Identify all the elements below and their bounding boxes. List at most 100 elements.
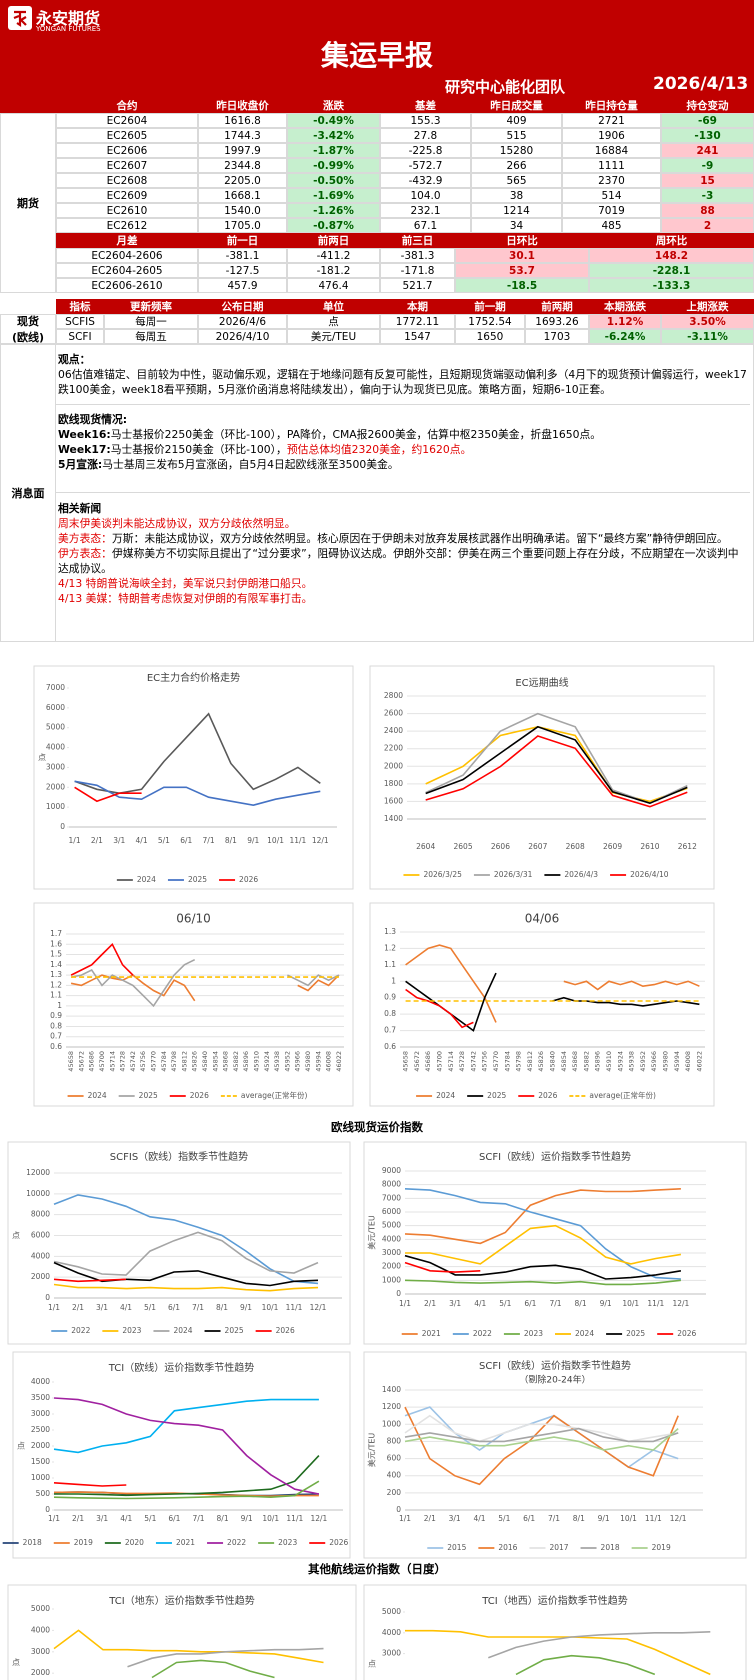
news-item: 4/13 美媒：特朗普考虑恢复对伊朗的有限军事打击。 (58, 591, 748, 606)
y-tick-label: 1000 (382, 1275, 401, 1284)
legend-item: 2025 (204, 1326, 244, 1335)
cell: -6.24% (589, 329, 661, 344)
y-tick-label: 2000 (384, 761, 403, 770)
header-cell: 前一日 (198, 233, 287, 248)
chart-frame (369, 902, 715, 1107)
y-tick-label: 400 (387, 1471, 402, 1480)
cell: 457.9 (198, 278, 287, 293)
legend-item: 2024 (116, 875, 156, 884)
cell: 514 (562, 188, 661, 203)
section-title: 其他航线运价指数（日度） (308, 1562, 446, 1576)
y-tick-label: 3000 (382, 1649, 401, 1658)
x-tick-label: 45826 (191, 1051, 199, 1072)
x-tick-label: 3/1 (449, 1299, 461, 1308)
series-line (53, 1398, 319, 1454)
y-tick-label: 1.4 (50, 960, 62, 969)
legend-label: 2024 (88, 1091, 107, 1100)
cell: 1906 (562, 128, 661, 143)
series-line (425, 725, 688, 805)
cell: 232.1 (380, 203, 471, 218)
x-tick-label: 9/1 (598, 1514, 610, 1523)
cell: -225.8 (380, 143, 471, 158)
series-line (404, 1188, 681, 1280)
y-tick-label: 12000 (26, 1168, 50, 1177)
y-axis-label: 美元/TEU (367, 1215, 377, 1250)
chart-frame (12, 1351, 351, 1559)
cell: 27.8 (380, 128, 471, 143)
cell: -228.1 (589, 263, 754, 278)
legend-label: 2018 (23, 1538, 42, 1547)
x-tick-label: 2607 (528, 842, 547, 851)
x-tick-label: 4/1 (473, 1514, 485, 1523)
cell: 155.3 (380, 113, 471, 128)
cell: -572.7 (380, 158, 471, 173)
cell: -381.3 (380, 248, 455, 263)
y-tick-label: 0.7 (384, 1026, 396, 1035)
x-tick-label: 1/1 (399, 1299, 411, 1308)
x-tick-label: 45994 (314, 1051, 322, 1072)
y-tick-label: 3000 (31, 1409, 50, 1418)
legend-item: 2026 (518, 1091, 558, 1100)
legend-label: 2026/4/3 (564, 870, 598, 879)
x-tick-label: 46022 (695, 1051, 703, 1072)
x-tick-label: 45980 (661, 1051, 669, 1072)
legend-label: 2016 (498, 1543, 517, 1552)
header-cell: 昨日收盘价 (198, 98, 287, 113)
cell: 1744.3 (198, 128, 287, 143)
y-tick-label: 2000 (31, 1441, 50, 1450)
x-tick-label: 45882 (232, 1051, 240, 1072)
news-title: 相关新闻 (58, 502, 102, 515)
y-tick-label: 1.3 (50, 970, 62, 979)
cell: 148.2 (589, 248, 754, 263)
y-tick-label: 0 (60, 822, 65, 831)
x-tick-label: 12/1 (670, 1514, 687, 1523)
x-tick-label: 45700 (436, 1051, 444, 1072)
y-tick-label: 4000 (382, 1234, 401, 1243)
legend-label: 2026/4/10 (630, 870, 669, 879)
cell: 515 (471, 128, 562, 143)
x-tick-label: 2610 (640, 842, 659, 851)
cell: EC2608 (56, 173, 198, 188)
x-tick-label: 2606 (491, 842, 510, 851)
cell: 1.12% (589, 314, 661, 329)
legend-item: 2016 (478, 1543, 518, 1552)
cell: 1616.8 (198, 113, 287, 128)
header-cell: 昨日持仓量 (562, 98, 661, 113)
x-tick-label: 9/1 (247, 836, 259, 845)
cell: EC2604 (56, 113, 198, 128)
legend-label: 2021 (176, 1538, 195, 1547)
x-tick-label: 2608 (566, 842, 585, 851)
chart-frame (33, 665, 354, 890)
x-tick-label: 7/1 (203, 836, 215, 845)
item-key: Week16: (58, 428, 111, 441)
y-tick-label: 0.9 (50, 1011, 62, 1020)
y-tick-label: 1 (391, 976, 396, 985)
cell: -0.49% (287, 113, 380, 128)
series-line (404, 1427, 679, 1451)
cell: 2721 (562, 113, 661, 128)
y-tick-label: 2000 (382, 1262, 401, 1271)
cell: 1547 (380, 329, 455, 344)
x-tick-label: 5/1 (498, 1514, 510, 1523)
x-tick-label: 7/1 (549, 1299, 561, 1308)
x-tick-label: 9/1 (600, 1299, 612, 1308)
header-cell: 前三日 (380, 233, 455, 248)
y-tick-label: 1400 (382, 1385, 401, 1394)
x-tick-label: 1/1 (48, 1303, 60, 1312)
x-tick-label: 45910 (252, 1051, 260, 1072)
view-title: 观点： (58, 353, 91, 366)
x-tick-label: 45896 (594, 1051, 602, 1072)
divider (56, 404, 750, 405)
x-tick-label: 45784 (160, 1051, 168, 1072)
y-tick-label: 1000 (46, 802, 65, 811)
x-tick-label: 11/1 (647, 1299, 664, 1308)
cell: 1111 (562, 158, 661, 173)
x-tick-label: 3/1 (96, 1514, 108, 1523)
series-line (404, 1261, 481, 1273)
x-tick-label: 45714 (447, 1051, 455, 1072)
chart-title: TCI（地东）运价指数季节性趋势 (108, 1594, 254, 1607)
series-line (74, 786, 142, 803)
x-tick-label: 10/1 (262, 1514, 279, 1523)
y-tick-label: 3000 (31, 1647, 50, 1656)
cell: -69 (661, 113, 754, 128)
